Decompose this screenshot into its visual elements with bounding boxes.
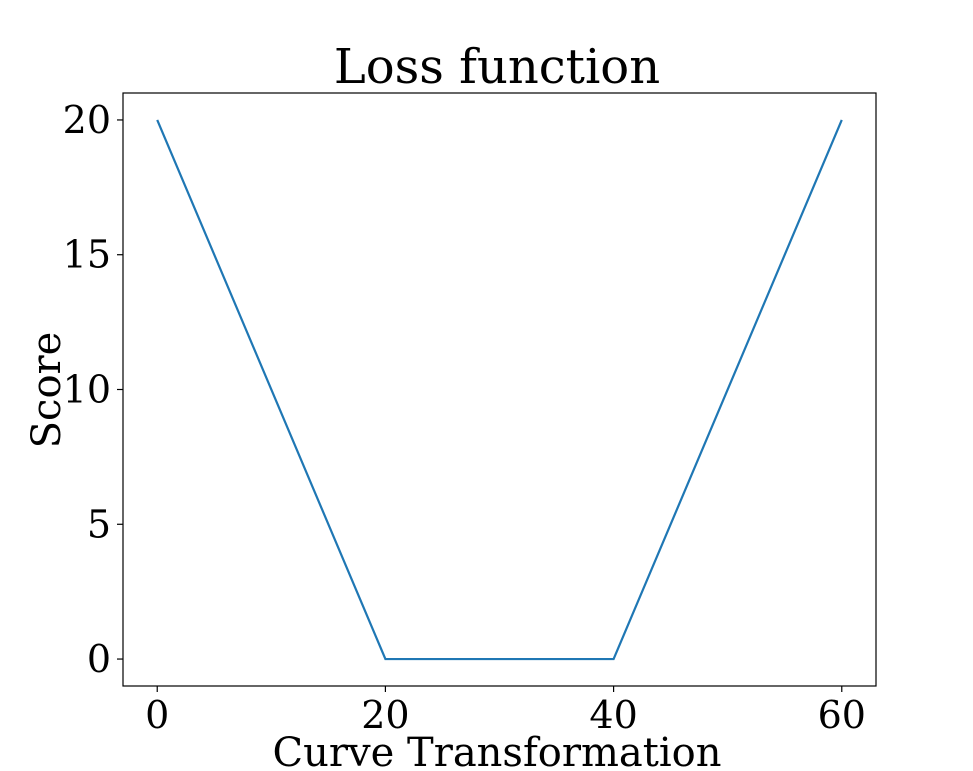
x-axis-label: Curve Transformation: [273, 730, 722, 771]
y-axis-ticks: 0 5 10 15 20: [63, 98, 123, 681]
y-tick-label: 15: [63, 233, 111, 277]
y-tick-label: 5: [87, 502, 111, 546]
x-tick-label: 40: [589, 693, 637, 737]
x-tick-label: 0: [145, 693, 169, 737]
y-tick-label: 0: [87, 637, 111, 681]
x-axis-ticks: 0 20 40 60: [145, 686, 866, 737]
series-layer: [156, 119, 843, 661]
x-tick-label: 20: [361, 693, 409, 737]
y-tick-label: 10: [63, 368, 111, 412]
y-tick-label: 20: [63, 98, 111, 142]
series-line: [156, 119, 843, 661]
chart-title: Loss function: [334, 39, 660, 95]
plot-area-frame: [122, 92, 877, 687]
x-tick-label: 60: [818, 693, 866, 737]
y-axis-label: Score: [24, 332, 70, 449]
